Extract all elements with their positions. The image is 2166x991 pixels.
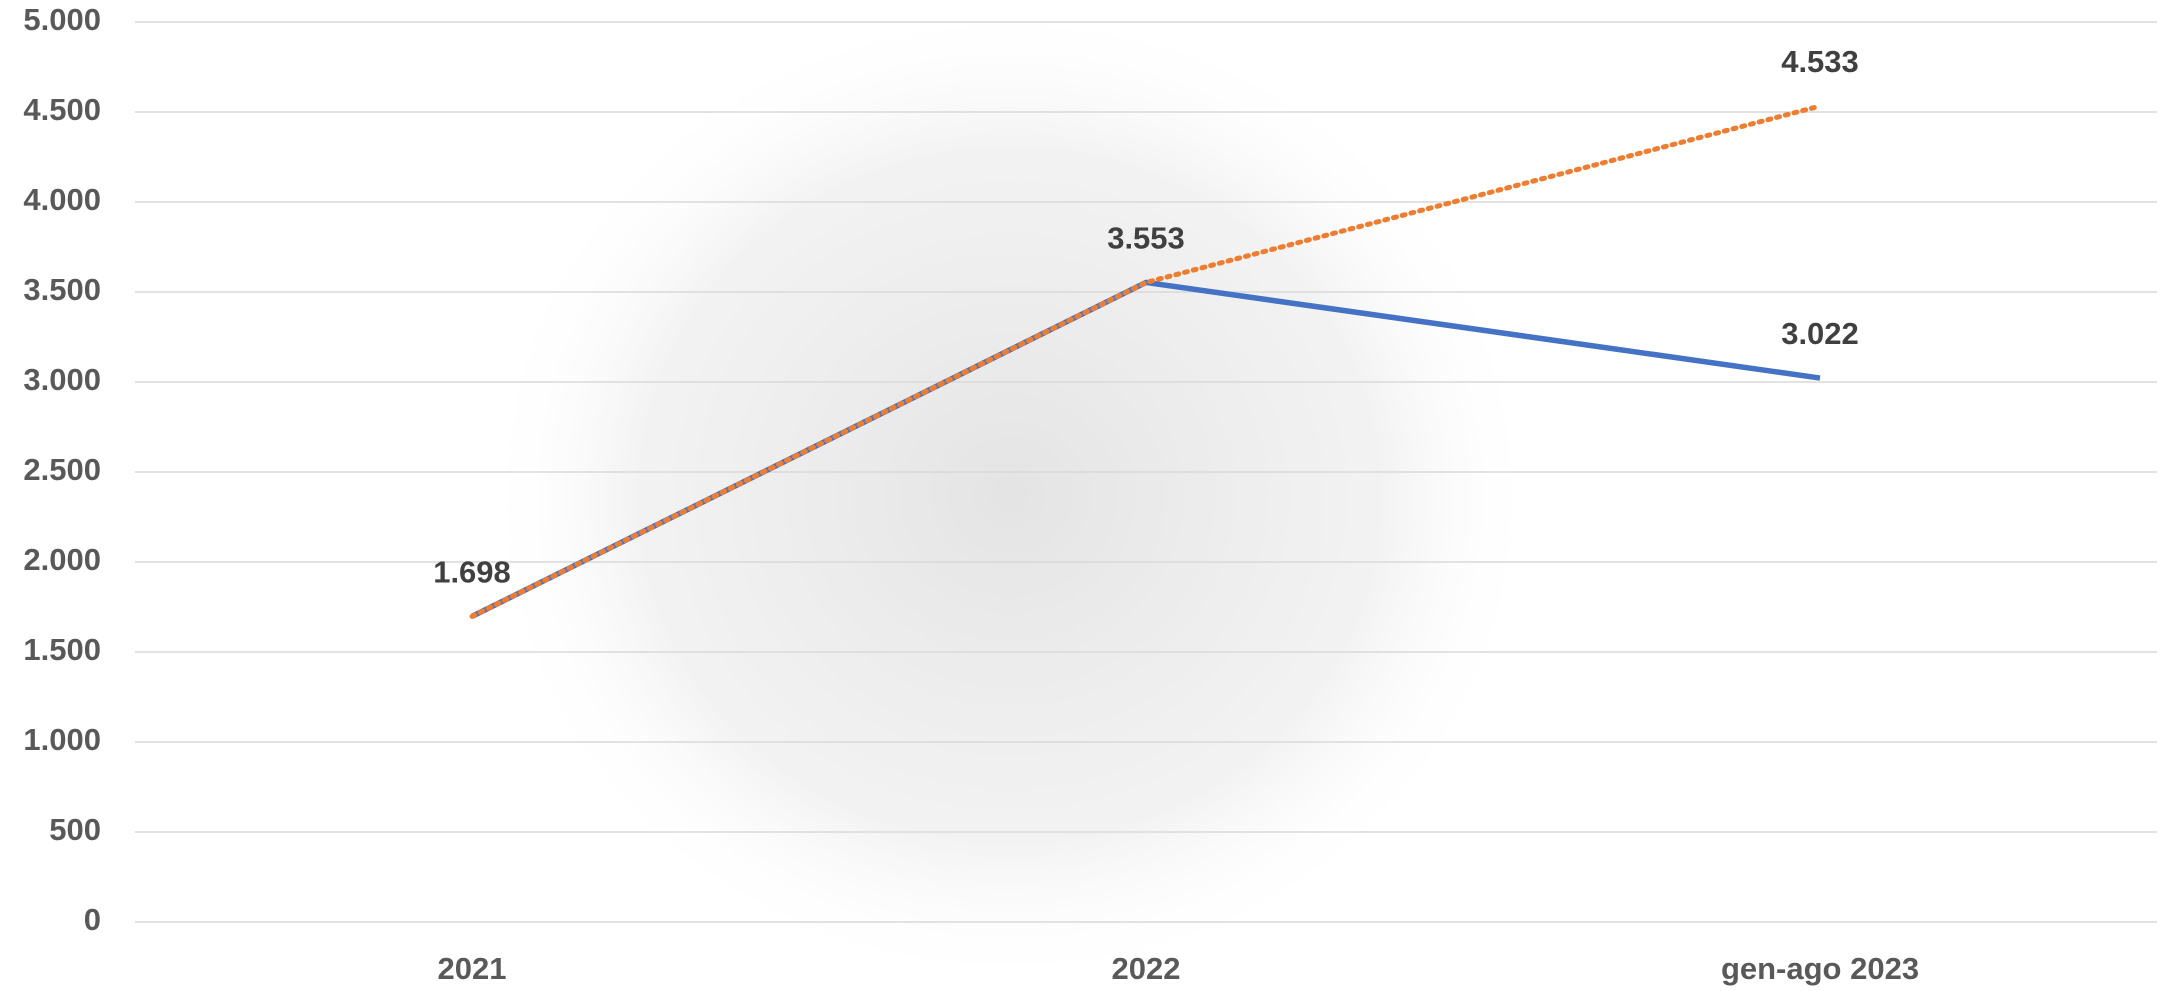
x-tick-label: gen-ago 2023 [1721,951,1919,986]
data-label: 1.698 [433,555,511,590]
data-label: 4.533 [1781,44,1859,79]
y-tick-label: 4.500 [23,92,101,127]
y-tick-label: 3.500 [23,272,101,307]
background-photo [480,0,1540,991]
chart: 0 500 1.000 1.500 2.000 2.500 3.000 3.500 4.000 4… [0,0,2166,991]
y-tick-label: 1.500 [23,632,101,667]
x-tick-label: 2022 [1112,951,1181,986]
y-tick-label: 5.000 [23,2,101,37]
y-tick-label: 2.500 [23,452,101,487]
data-label: 3.022 [1781,316,1859,351]
y-tick-label: 1.000 [23,722,101,757]
x-tick-label: 2021 [438,951,507,986]
y-tick-label: 500 [49,812,101,847]
y-tick-label: 2.000 [23,542,101,577]
y-tick-label: 0 [84,902,101,937]
y-tick-label: 3.000 [23,362,101,397]
y-tick-label: 4.000 [23,182,101,217]
data-label: 3.553 [1107,221,1185,256]
